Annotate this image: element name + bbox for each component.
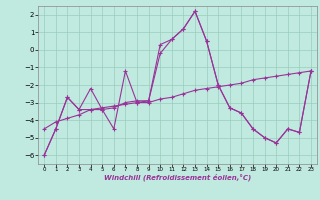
X-axis label: Windchill (Refroidissement éolien,°C): Windchill (Refroidissement éolien,°C) [104,174,251,181]
